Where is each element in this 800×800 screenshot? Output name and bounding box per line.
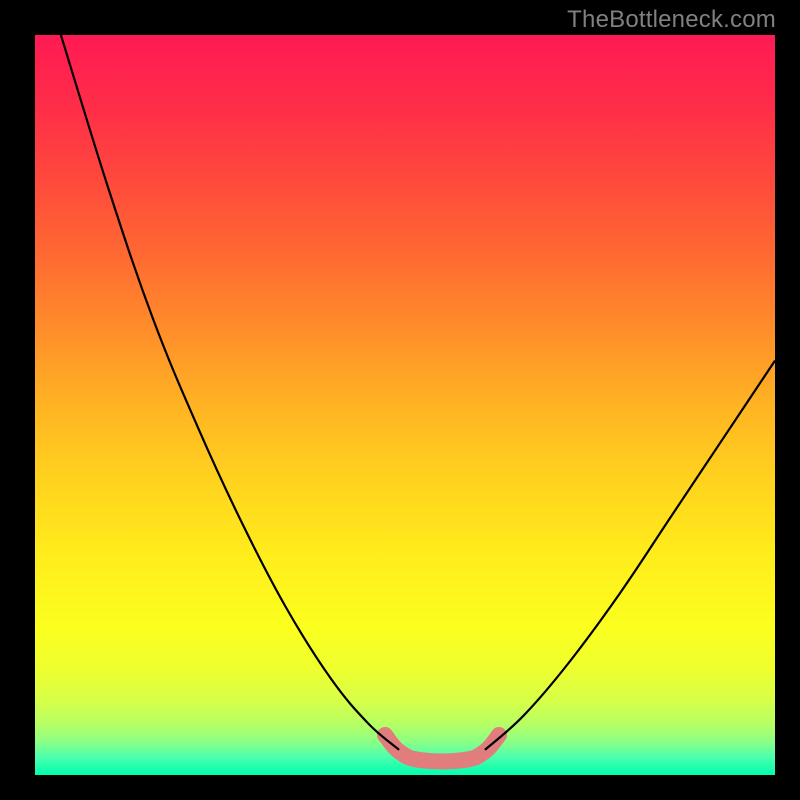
curves-layer	[35, 35, 775, 775]
watermark-text: TheBottleneck.com	[567, 6, 776, 34]
bottleneck-curve-right	[485, 361, 775, 750]
optimal-range-highlight	[385, 735, 499, 761]
bottleneck-curve-left	[61, 35, 399, 750]
plot-area	[35, 35, 775, 775]
chart-container: TheBottleneck.com	[0, 0, 800, 800]
